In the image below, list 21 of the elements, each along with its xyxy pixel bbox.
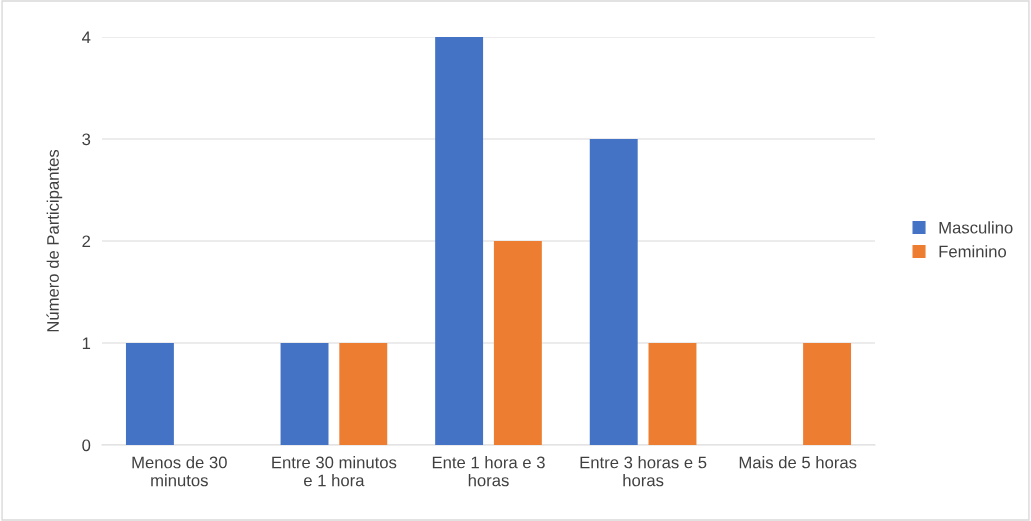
bar bbox=[280, 343, 329, 445]
bar bbox=[803, 343, 852, 445]
x-tick-label: Entre 30 minutos e 1 hora bbox=[272, 456, 397, 487]
x-tick-label: Menos de 30 minutos bbox=[132, 456, 227, 487]
bar bbox=[125, 343, 174, 445]
bar bbox=[435, 37, 484, 445]
y-tick-label: 3 bbox=[82, 133, 91, 146]
bar bbox=[589, 139, 638, 445]
y-tick-label: 0 bbox=[82, 439, 91, 452]
bar bbox=[648, 343, 697, 445]
legend-label: Feminino bbox=[939, 245, 1007, 258]
bar bbox=[493, 241, 542, 445]
y-axis-title: Número de Participantes bbox=[46, 149, 63, 332]
y-tick-label: 2 bbox=[82, 235, 91, 248]
y-tick-label: 4 bbox=[82, 31, 91, 44]
x-tick-label: Ente 1 hora e 3 horas bbox=[432, 456, 545, 487]
x-tick-label: Entre 3 horas e 5 horas bbox=[580, 456, 707, 487]
y-tick-label: 1 bbox=[82, 337, 91, 350]
legend-label: Masculino bbox=[939, 221, 1013, 234]
x-tick-label: Mais de 5 horas bbox=[739, 456, 857, 469]
bar bbox=[339, 343, 388, 445]
